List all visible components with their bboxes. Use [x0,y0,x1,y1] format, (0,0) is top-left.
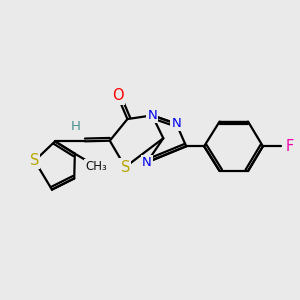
Text: H: H [71,120,81,133]
Text: S: S [121,160,130,175]
Text: S: S [30,153,39,168]
Text: O: O [112,88,123,104]
Text: N: N [142,156,152,169]
Text: F: F [286,139,294,154]
Text: N: N [147,109,157,122]
Text: N: N [171,117,181,130]
Text: CH₃: CH₃ [85,160,107,172]
